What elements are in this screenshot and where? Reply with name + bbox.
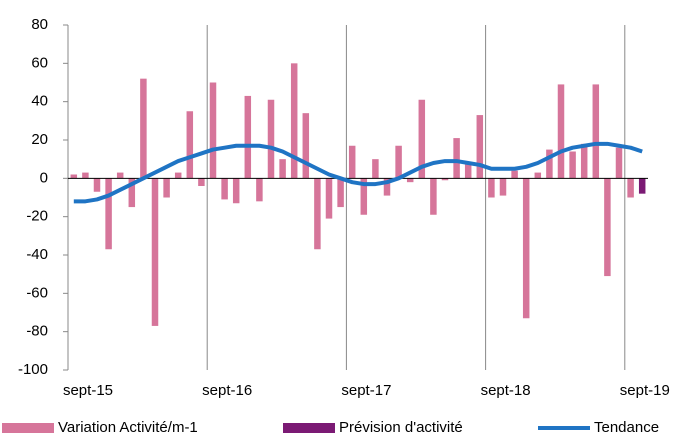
bar: [140, 78, 147, 179]
bar: [580, 143, 588, 179]
bar: [499, 178, 507, 196]
bar: [209, 82, 217, 179]
bar: [441, 178, 449, 181]
y-tick-label: -80: [26, 323, 48, 340]
trend-line: [73, 141, 643, 204]
bar: [604, 178, 611, 277]
bar: [105, 178, 112, 250]
y-tick-label: -20: [26, 208, 48, 225]
bar: [360, 178, 368, 215]
bar: [406, 178, 414, 183]
y-tick-label: 40: [31, 93, 48, 110]
bar: [534, 172, 542, 179]
legend-swatch: [2, 423, 54, 433]
bar: [163, 178, 170, 198]
bar: [337, 178, 344, 208]
bar: [592, 84, 600, 179]
bar: [70, 174, 78, 179]
x-tick-label: sept-17: [341, 382, 391, 399]
bar: [93, 178, 101, 192]
bar: [174, 172, 182, 179]
bar: [418, 99, 426, 179]
bar: [221, 178, 228, 200]
bar: [186, 111, 194, 179]
bar: [383, 178, 391, 196]
bar: [569, 151, 576, 179]
legend-label: Tendance: [594, 419, 659, 436]
bar: [488, 178, 495, 198]
bar: [453, 138, 460, 179]
bar: [511, 170, 518, 179]
y-tick-label: -100: [18, 361, 48, 378]
x-tick-label: sept-18: [481, 382, 531, 399]
bar: [557, 84, 565, 179]
bar: [464, 163, 472, 179]
bar: [151, 178, 159, 326]
bar: [627, 178, 634, 198]
bar: [256, 178, 263, 202]
x-tick-label: sept-16: [202, 382, 252, 399]
bar: [302, 113, 310, 179]
bar: [232, 178, 240, 204]
bar: [638, 178, 646, 194]
bar: [279, 159, 286, 179]
legend-swatch: [283, 423, 335, 433]
y-tick-label: 80: [31, 16, 48, 33]
x-tick-label: sept-19: [620, 382, 670, 399]
x-tick-label: sept-15: [63, 382, 113, 399]
legend-label: Variation Activité/m-1: [58, 419, 198, 436]
bar: [372, 159, 379, 179]
bar: [395, 145, 402, 179]
bar: [116, 172, 124, 179]
bar: [325, 178, 333, 219]
y-tick-label: 20: [31, 131, 48, 148]
bar: [615, 147, 623, 179]
y-tick-label: 60: [31, 54, 48, 71]
bar: [314, 178, 321, 250]
bar: [522, 178, 530, 319]
legend-label: Prévision d'activité: [339, 419, 463, 436]
bar: [82, 172, 89, 179]
bar: [476, 115, 484, 179]
y-tick-label: -40: [26, 246, 48, 263]
bar: [267, 99, 275, 179]
bar: [348, 145, 356, 179]
bar: [546, 149, 553, 179]
bar: [430, 178, 437, 215]
y-tick-label: 0: [40, 169, 48, 186]
bar: [128, 178, 136, 208]
y-tick-label: -60: [26, 284, 48, 301]
bar: [290, 63, 298, 179]
bar: [198, 178, 205, 186]
bar: [244, 95, 252, 179]
